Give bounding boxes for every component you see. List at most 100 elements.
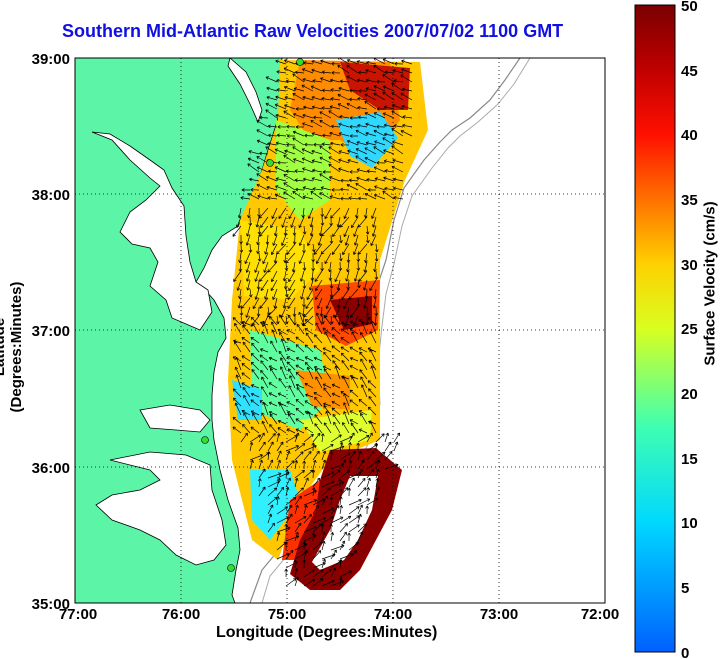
velocity-arrow: [286, 361, 296, 371]
colorbar-tick-label: 10: [681, 515, 698, 532]
velocity-arrow: [295, 428, 305, 434]
velocity-arrow: [276, 133, 287, 138]
velocity-arrow: [355, 129, 368, 137]
velocity-arrow: [276, 441, 284, 452]
velocity-arrow: [284, 523, 289, 533]
velocity-arrow: [342, 422, 350, 434]
velocity-arrow: [348, 459, 353, 470]
velocity-arrow: [382, 58, 395, 65]
velocity-arrow: [357, 513, 362, 524]
velocity-arrow: [320, 216, 325, 226]
velocity-arrow: [311, 149, 323, 155]
velocity-arrow: [348, 542, 360, 551]
x-tick-label: 73:00: [480, 606, 518, 623]
colorbar-tick-label: 15: [681, 451, 698, 468]
velocity-arrow: [313, 392, 323, 398]
velocity-arrow: [346, 279, 351, 290]
velocity-arrow: [302, 77, 314, 83]
velocity-arrow: [294, 504, 299, 515]
velocity-arrow: [306, 288, 314, 301]
velocity-arrow: [302, 460, 307, 470]
velocity-arrow: [349, 328, 359, 335]
velocity-arrow: [303, 61, 314, 65]
velocity-arrow: [319, 156, 332, 164]
velocity-arrow: [402, 87, 413, 92]
velocity-arrow: [358, 196, 368, 201]
velocity-arrow: [303, 514, 312, 524]
velocity-arrow: [348, 550, 358, 560]
velocity-arrow: [370, 365, 377, 380]
velocity-arrow: [294, 495, 302, 506]
velocity-arrow: [366, 468, 375, 479]
velocity-arrow: [340, 337, 350, 344]
velocity-arrow: [261, 420, 269, 434]
velocity-arrow: [324, 207, 332, 220]
velocity-arrow: [250, 384, 260, 389]
velocity-arrow: [270, 216, 278, 229]
velocity-arrow: [330, 489, 343, 497]
velocity-arrow: [267, 133, 278, 138]
velocity-arrow: [384, 186, 395, 191]
velocity-arrow: [278, 377, 287, 389]
velocity-arrow: [357, 96, 368, 101]
velocity-arrow: [302, 195, 314, 200]
velocity-arrow: [354, 207, 359, 219]
velocity-arrow: [348, 442, 352, 452]
station-marker: [266, 159, 274, 167]
velocity-arrow: [328, 110, 341, 119]
velocity-arrow: [315, 322, 323, 335]
velocity-arrow: [374, 270, 379, 280]
velocity-arrow: [359, 369, 368, 380]
velocity-arrow: [321, 142, 332, 147]
velocity-arrow: [352, 315, 359, 327]
velocity-arrow: [332, 314, 341, 326]
velocity-arrow: [313, 345, 323, 353]
velocity-arrow: [294, 567, 299, 578]
velocity-arrow: [339, 114, 350, 119]
velocity-arrow: [375, 451, 386, 461]
velocity-arrow: [339, 252, 343, 262]
velocity-arrow: [303, 578, 316, 587]
velocity-arrow: [349, 410, 359, 416]
velocity-arrow: [235, 216, 242, 228]
velocity-arrow: [348, 432, 355, 443]
velocity-arrow: [324, 331, 332, 344]
velocity-arrow: [349, 419, 359, 425]
velocity-arrow: [239, 306, 244, 316]
velocity-arrow: [330, 434, 342, 443]
velocity-arrow: [287, 314, 296, 326]
velocity-arrow: [251, 342, 260, 353]
velocity-arrow: [303, 490, 317, 497]
velocity-arrow: [367, 380, 377, 389]
velocity-arrow: [364, 100, 377, 110]
velocity-arrow: [384, 441, 392, 452]
velocity-arrow: [234, 402, 242, 416]
velocity-arrow: [264, 243, 269, 255]
velocity-arrow: [382, 190, 395, 200]
velocity-arrow: [353, 225, 359, 237]
velocity-arrow: [320, 77, 332, 83]
velocity-arrow: [267, 472, 282, 479]
velocity-arrow: [262, 401, 269, 416]
velocity-arrow: [292, 73, 305, 83]
velocity-arrow: [260, 360, 269, 371]
velocity-arrow: [239, 234, 243, 245]
colorbar-label: Surface Velocity (cm/s): [701, 201, 719, 366]
velocity-arrow: [402, 123, 413, 128]
velocity-arrow: [338, 122, 350, 128]
velocity-arrow: [321, 579, 335, 587]
velocity-arrow: [311, 442, 316, 452]
velocity-arrow: [252, 297, 260, 310]
velocity-arrow: [278, 207, 287, 219]
velocity-arrow: [265, 76, 278, 83]
velocity-arrow: [346, 102, 359, 110]
velocity-arrow: [356, 252, 361, 262]
velocity-arrow: [258, 459, 263, 470]
velocity-arrow: [272, 234, 278, 246]
velocity-arrow: [258, 441, 266, 452]
station-marker: [227, 564, 235, 572]
velocity-arrow: [270, 270, 278, 282]
velocity-arrow: [383, 149, 395, 155]
velocity-arrow: [321, 96, 332, 101]
velocity-arrow: [366, 234, 370, 244]
